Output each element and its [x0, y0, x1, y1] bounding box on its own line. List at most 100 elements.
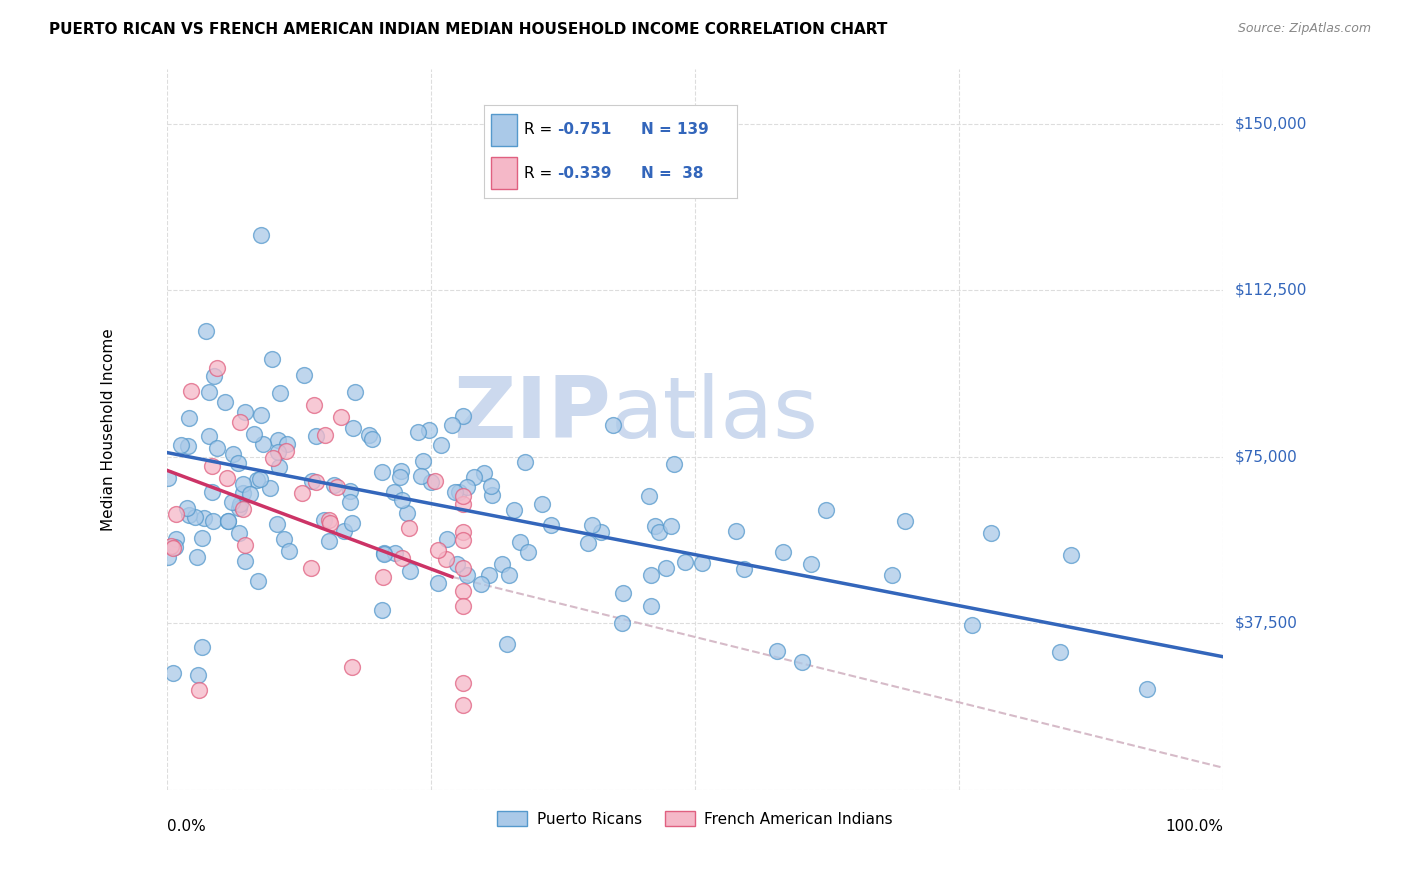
Point [371, 569, 394, 583]
Point [391, 492, 413, 507]
Point [412, 454, 434, 468]
Point [370, 603, 392, 617]
Point [384, 546, 406, 560]
Point [233, 553, 256, 567]
Point [772, 545, 794, 559]
Point [451, 525, 474, 540]
Point [302, 398, 325, 412]
Point [343, 385, 366, 400]
Point [491, 558, 513, 572]
Point [342, 420, 364, 434]
Point [1136, 681, 1159, 696]
Point [451, 409, 474, 423]
Point [894, 514, 917, 528]
Point [451, 698, 474, 712]
Point [815, 502, 838, 516]
Point [640, 599, 662, 613]
Point [229, 416, 252, 430]
Point [232, 502, 254, 516]
Point [330, 410, 353, 425]
Point [276, 436, 298, 450]
Point [418, 423, 440, 437]
Point [176, 501, 198, 516]
Point [426, 575, 449, 590]
Point [252, 437, 274, 451]
Point [359, 428, 381, 442]
Point [581, 518, 603, 533]
Point [250, 408, 273, 422]
Point [373, 547, 395, 561]
Point [675, 555, 697, 569]
Point [389, 464, 412, 478]
Point [222, 447, 245, 461]
Point [301, 474, 323, 488]
Point [232, 486, 254, 500]
Point [202, 514, 225, 528]
Point [269, 386, 291, 401]
Point [398, 521, 420, 535]
Point [503, 503, 526, 517]
Point [339, 495, 361, 509]
Point [800, 557, 823, 571]
Point [463, 470, 485, 484]
Point [274, 443, 297, 458]
Point [980, 525, 1002, 540]
Point [434, 551, 457, 566]
Point [610, 616, 633, 631]
Point [159, 539, 181, 553]
Point [246, 474, 269, 488]
Text: $112,500: $112,500 [1234, 283, 1306, 298]
Point [406, 425, 429, 439]
Point [479, 479, 502, 493]
Point [451, 498, 474, 512]
Point [191, 531, 214, 545]
Point [342, 516, 364, 530]
Point [373, 546, 395, 560]
Point [470, 576, 492, 591]
Point [638, 489, 661, 503]
Point [232, 477, 254, 491]
Point [655, 561, 678, 575]
Point [880, 568, 903, 582]
Point [333, 524, 356, 538]
Text: PUERTO RICAN VS FRENCH AMERICAN INDIAN MEDIAN HOUSEHOLD INCOME CORRELATION CHART: PUERTO RICAN VS FRENCH AMERICAN INDIAN M… [49, 22, 887, 37]
Point [531, 497, 554, 511]
Point [451, 583, 474, 598]
Point [165, 507, 187, 521]
Point [156, 550, 179, 565]
Point [509, 535, 531, 549]
Point [444, 484, 467, 499]
Point [242, 426, 264, 441]
Point [396, 507, 419, 521]
Point [446, 558, 468, 572]
Point [540, 517, 562, 532]
Point [267, 433, 290, 447]
Point [277, 544, 299, 558]
Point [399, 564, 422, 578]
Point [198, 429, 221, 443]
Point [451, 676, 474, 690]
Point [318, 534, 340, 549]
Point [165, 540, 187, 554]
Point [640, 567, 662, 582]
Point [389, 470, 412, 484]
Text: 100.0%: 100.0% [1166, 819, 1223, 834]
Point [472, 466, 495, 480]
Point [180, 384, 202, 398]
Text: $37,500: $37,500 [1234, 616, 1298, 631]
Point [165, 532, 187, 546]
Point [177, 410, 200, 425]
Point [299, 561, 322, 575]
Point [371, 465, 394, 479]
Point [186, 549, 208, 564]
Point [1059, 548, 1081, 562]
Point [449, 484, 471, 499]
Point [201, 485, 224, 500]
Point [602, 418, 624, 433]
Point [436, 533, 458, 547]
Point [262, 450, 284, 465]
Text: $150,000: $150,000 [1234, 117, 1306, 131]
Point [262, 352, 284, 367]
Point [314, 427, 336, 442]
Point [162, 541, 184, 555]
